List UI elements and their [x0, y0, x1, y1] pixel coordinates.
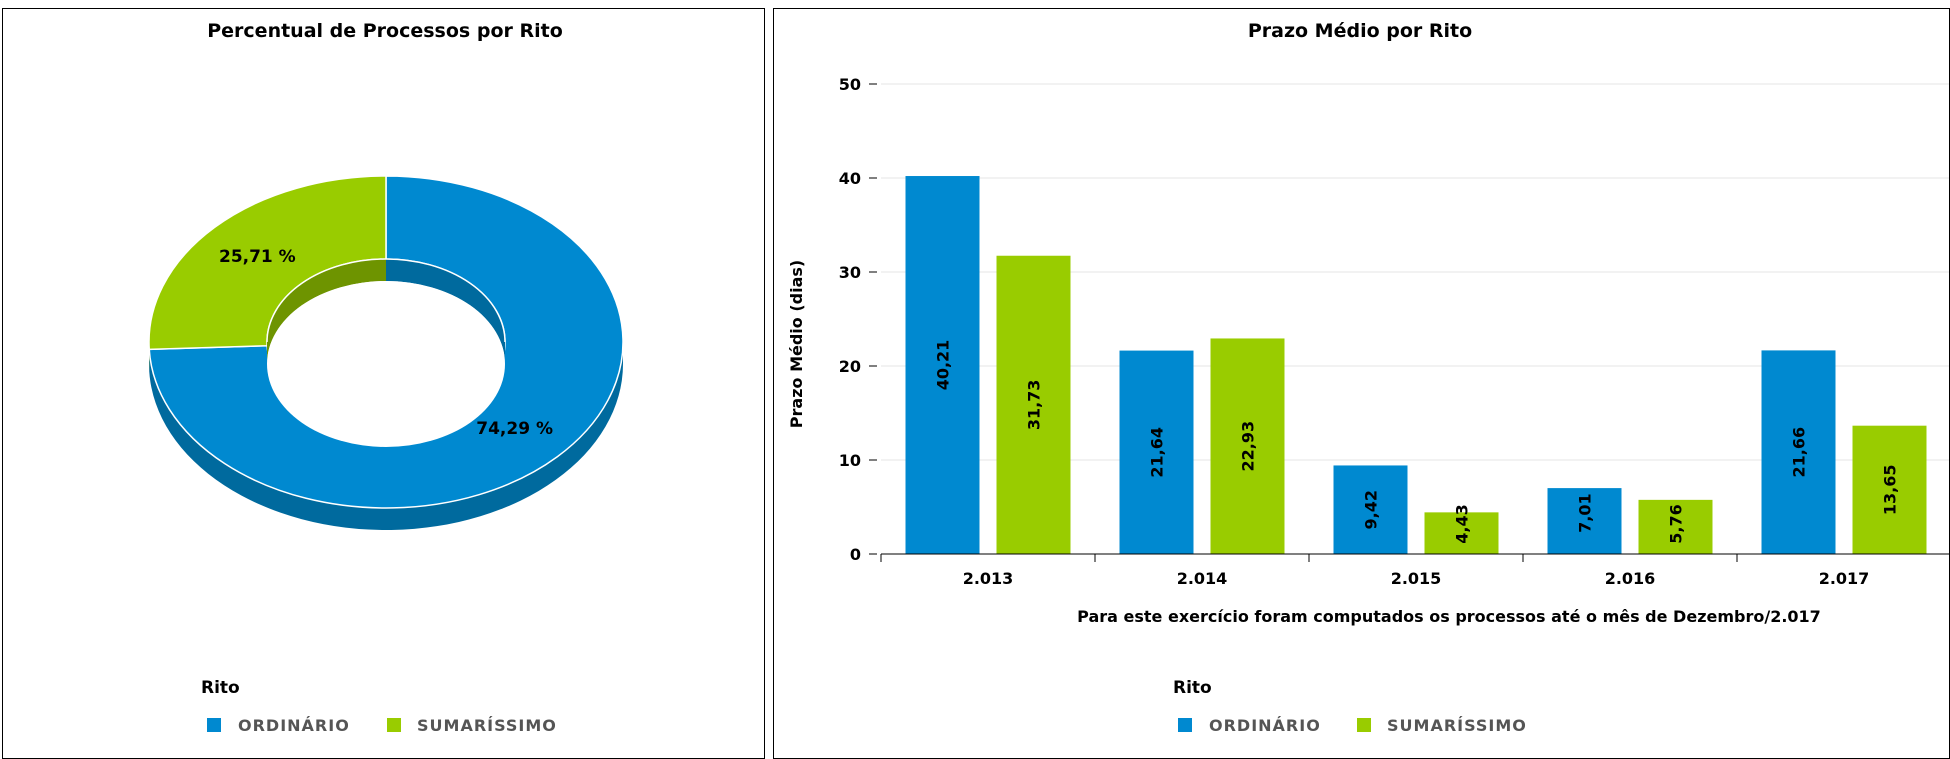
y-tick-label: 30 [839, 263, 861, 282]
bar-sumarissimo-2.015[interactable] [1424, 512, 1499, 554]
x-tick-label: 2.013 [963, 569, 1014, 588]
donut-inner-wall-0-0 [386, 259, 505, 364]
bar-value-label: 21,66 [1790, 427, 1809, 478]
x-tick-label: 2.015 [1391, 569, 1442, 588]
bar-value-label: 5,76 [1667, 504, 1686, 543]
pie-legend-label-ordinario: ORDINÁRIO [238, 716, 350, 735]
x-axis-title: Para este exercício foram computados os … [1077, 607, 1821, 626]
pie-legend-label-sumarissimo: SUMARÍSSIMO [417, 716, 557, 735]
pie-chart: Percentual de Processos por Rito 74,29 %… [148, 20, 624, 735]
bar-chart-title: Prazo Médio por Rito [1248, 20, 1472, 42]
donut-value-label-0: 74,29 % [476, 419, 553, 439]
y-tick-label: 40 [839, 169, 861, 188]
bar-value-label: 4,43 [1453, 504, 1472, 543]
bar-ordinario-2.013[interactable] [905, 176, 980, 554]
bar-sumarissimo-2.014[interactable] [1210, 338, 1285, 554]
pie-chart-title: Percentual de Processos por Rito [207, 20, 563, 42]
bar-sumarissimo-2.013[interactable] [996, 255, 1071, 554]
y-tick-label: 0 [850, 545, 861, 564]
bar-value-label: 9,42 [1362, 490, 1381, 529]
bar-ordinario-2.015[interactable] [1333, 465, 1408, 554]
bar-ordinario-2.016[interactable] [1547, 488, 1622, 554]
bar-sumarissimo-2.017[interactable] [1852, 425, 1927, 554]
bar-ordinario-2.014[interactable] [1119, 350, 1194, 554]
y-tick-label: 50 [839, 75, 861, 94]
pie-legend-item-sumarissimo[interactable]: SUMARÍSSIMO [387, 716, 557, 735]
bar-value-label: 31,73 [1025, 380, 1044, 431]
bar-value-label: 40,21 [934, 340, 953, 391]
bar-ordinario-2.017[interactable] [1761, 350, 1836, 554]
bar-value-label: 13,65 [1881, 465, 1900, 516]
bar-chart: Prazo Médio por Rito 40,21 31,73 21,64 22,9… [787, 20, 1949, 735]
donut-value-label-1: 25,71 % [219, 247, 296, 267]
pie-legend-item-ordinario[interactable]: ORDINÁRIO [207, 716, 350, 735]
bar-legend-item-sumarissimo[interactable]: SUMARÍSSIMO [1357, 716, 1527, 735]
x-tick-label: 2.016 [1605, 569, 1656, 588]
donut-inner-wall-1-0 [267, 259, 386, 364]
y-tick-label: 20 [839, 357, 861, 376]
y-tick-label: 10 [839, 451, 861, 470]
donut-hole [267, 281, 505, 447]
bar-chart-panel: Prazo Médio por Rito 40,21 31,73 21,64 22,9… [773, 8, 1950, 759]
pie-legend-swatch-ordinario [207, 718, 221, 732]
bar-value-label: 7,01 [1576, 493, 1595, 532]
bar-sumarissimo-2.016[interactable] [1638, 499, 1713, 554]
bar-value-label: 22,93 [1239, 421, 1258, 472]
bar-legend-label-sumarissimo: SUMARÍSSIMO [1387, 716, 1527, 735]
donut-hole-rim [266, 258, 506, 343]
bar-legend-swatch-sumarissimo [1357, 718, 1371, 732]
bar-value-label: 21,64 [1148, 427, 1167, 478]
y-axis-title: Prazo Médio (dias) [787, 260, 806, 428]
x-tick-label: 2.014 [1177, 569, 1228, 588]
bar-legend-title: Rito [1173, 678, 1212, 698]
x-tick-label: 2.017 [1819, 569, 1870, 588]
bar-legend-item-ordinario[interactable]: ORDINÁRIO [1178, 716, 1321, 735]
pie-legend-swatch-sumarissimo [387, 718, 401, 732]
pie-legend-title: Rito [201, 678, 240, 698]
bar-legend-swatch-ordinario [1178, 718, 1192, 732]
bar-legend-label-ordinario: ORDINÁRIO [1209, 716, 1321, 735]
pie-chart-panel: Percentual de Processos por Rito 74,29 %… [2, 8, 765, 759]
